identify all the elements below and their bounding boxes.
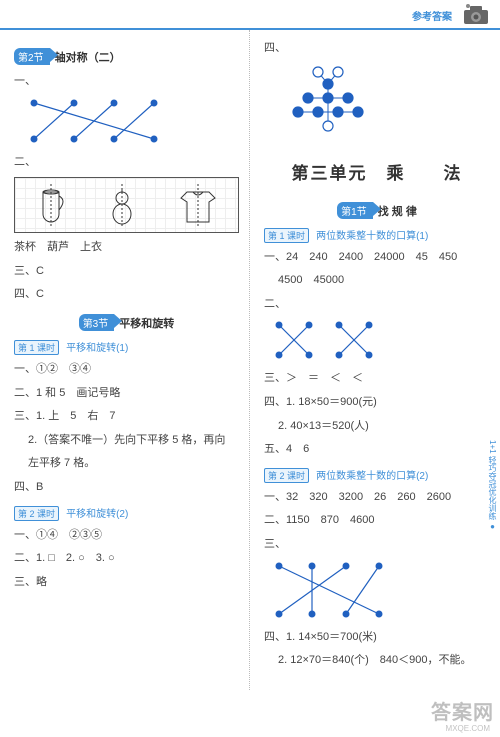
answer-line: 二、1150 870 4600 — [264, 512, 490, 530]
answer-line: 三、略 — [14, 574, 239, 592]
answer-line: 一、24 240 2400 24000 45 450 — [264, 249, 490, 267]
lesson-1-row: 第 1 课时 两位数乘整十数的口算(1) — [264, 227, 490, 243]
answer-line: 2.（答案不唯一）先向下平移 5 格，再向 — [28, 432, 239, 450]
answer-line: 左平移 7 格。 — [28, 455, 239, 473]
answer-line: 三、＞ ＝ ＜ ＜ — [264, 370, 490, 388]
answer-line: 一、①② ③④ — [14, 361, 239, 379]
lesson-title: 两位数乘整十数的口算(2) — [316, 471, 428, 482]
q2-label: 二、 — [264, 296, 490, 314]
section-title: 找 规 律 — [378, 206, 417, 218]
answer-line: 二、1. □ 2. ○ 3. ○ — [14, 550, 239, 568]
q3-label: 三、 — [264, 536, 490, 554]
answer-line: 二、1 和 5 画记号略 — [14, 385, 239, 403]
right-column: 四、 第三单元 乘 法 第1节 找 规 律 第 1 课时 两位数乘整十数的口算(… — [250, 30, 500, 690]
lesson-title: 两位数乘整十数的口算(1) — [316, 231, 428, 242]
lesson-tag: 第 2 课时 — [264, 468, 309, 483]
section-3-row: 第3节 平移和旋转 — [14, 314, 239, 331]
answer-line: 4500 45000 — [278, 272, 490, 290]
lesson-2-row: 第 2 课时 两位数乘整十数的口算(2) — [264, 467, 490, 483]
lesson-2-row: 第 2 课时 平移和旋转(2) — [14, 505, 239, 521]
content-columns: 第2节 轴对称（二） 一、 二、 — [0, 30, 500, 690]
q4-label: 四、 — [264, 40, 490, 58]
answer-line: 四、1. 18×50＝900(元) — [264, 394, 490, 412]
answer-line: 四、B — [14, 479, 239, 497]
section-title: 轴对称（二） — [55, 52, 121, 64]
answer-line: 五、4 6 — [264, 441, 490, 459]
cup-icon — [31, 182, 71, 228]
symmetry-grid-figure — [14, 177, 239, 233]
q3: 三、C — [14, 263, 239, 281]
crossnet-1 — [14, 97, 239, 148]
lesson-title: 平移和旋转(2) — [66, 509, 128, 520]
header-label: 参考答案 — [412, 8, 452, 23]
unit-title: 第三单元 乘 法 — [264, 159, 490, 184]
section-tag: 第1节 — [337, 202, 373, 219]
section-tag: 第2节 — [14, 48, 50, 65]
q1-label: 一、 — [14, 73, 239, 91]
camera-icon — [460, 0, 492, 28]
q2-label: 二、 — [14, 154, 239, 172]
section-title: 平移和旋转 — [119, 318, 174, 330]
answer-line: 一、①④ ②③⑤ — [14, 527, 239, 545]
lesson-tag: 第 1 课时 — [264, 228, 309, 243]
lesson-tag: 第 1 课时 — [14, 340, 59, 355]
q4: 四、C — [14, 286, 239, 304]
section-1-row: 第1节 找 规 律 — [264, 202, 490, 219]
page-header: 参考答案 — [0, 0, 500, 30]
dot-figure — [288, 64, 490, 137]
shapes-caption: 茶杯 葫芦 上衣 — [14, 239, 239, 257]
section-2-row: 第2节 轴对称（二） — [14, 48, 239, 65]
watermark-main: 答案网 — [431, 696, 494, 725]
section-tag: 第3节 — [79, 314, 115, 331]
answer-line: 2. 12×70＝840(个) 840＜900，不能。 — [278, 652, 490, 670]
answer-line: 四、1. 14×50＝700(米) — [264, 629, 490, 647]
answer-line: 2. 40×13＝520(人) — [278, 418, 490, 436]
shirt-icon — [173, 182, 223, 228]
answer-line: 三、1. 上 5 右 7 — [14, 408, 239, 426]
lesson-title: 平移和旋转(1) — [66, 343, 128, 354]
watermark-sub: MXQE.COM — [446, 724, 490, 733]
crossnet-2 — [264, 319, 490, 364]
side-strip-label: 1+1 轻巧夺冠优化训练 ● — [484, 440, 498, 531]
gourd-icon — [102, 182, 142, 228]
lesson-1-row: 第 1 课时 平移和旋转(1) — [14, 339, 239, 355]
answer-line: 一、32 320 3200 26 260 2600 — [264, 489, 490, 507]
left-column: 第2节 轴对称（二） 一、 二、 — [0, 30, 250, 690]
lesson-tag: 第 2 课时 — [14, 506, 59, 521]
crossnet-3 — [264, 560, 490, 623]
